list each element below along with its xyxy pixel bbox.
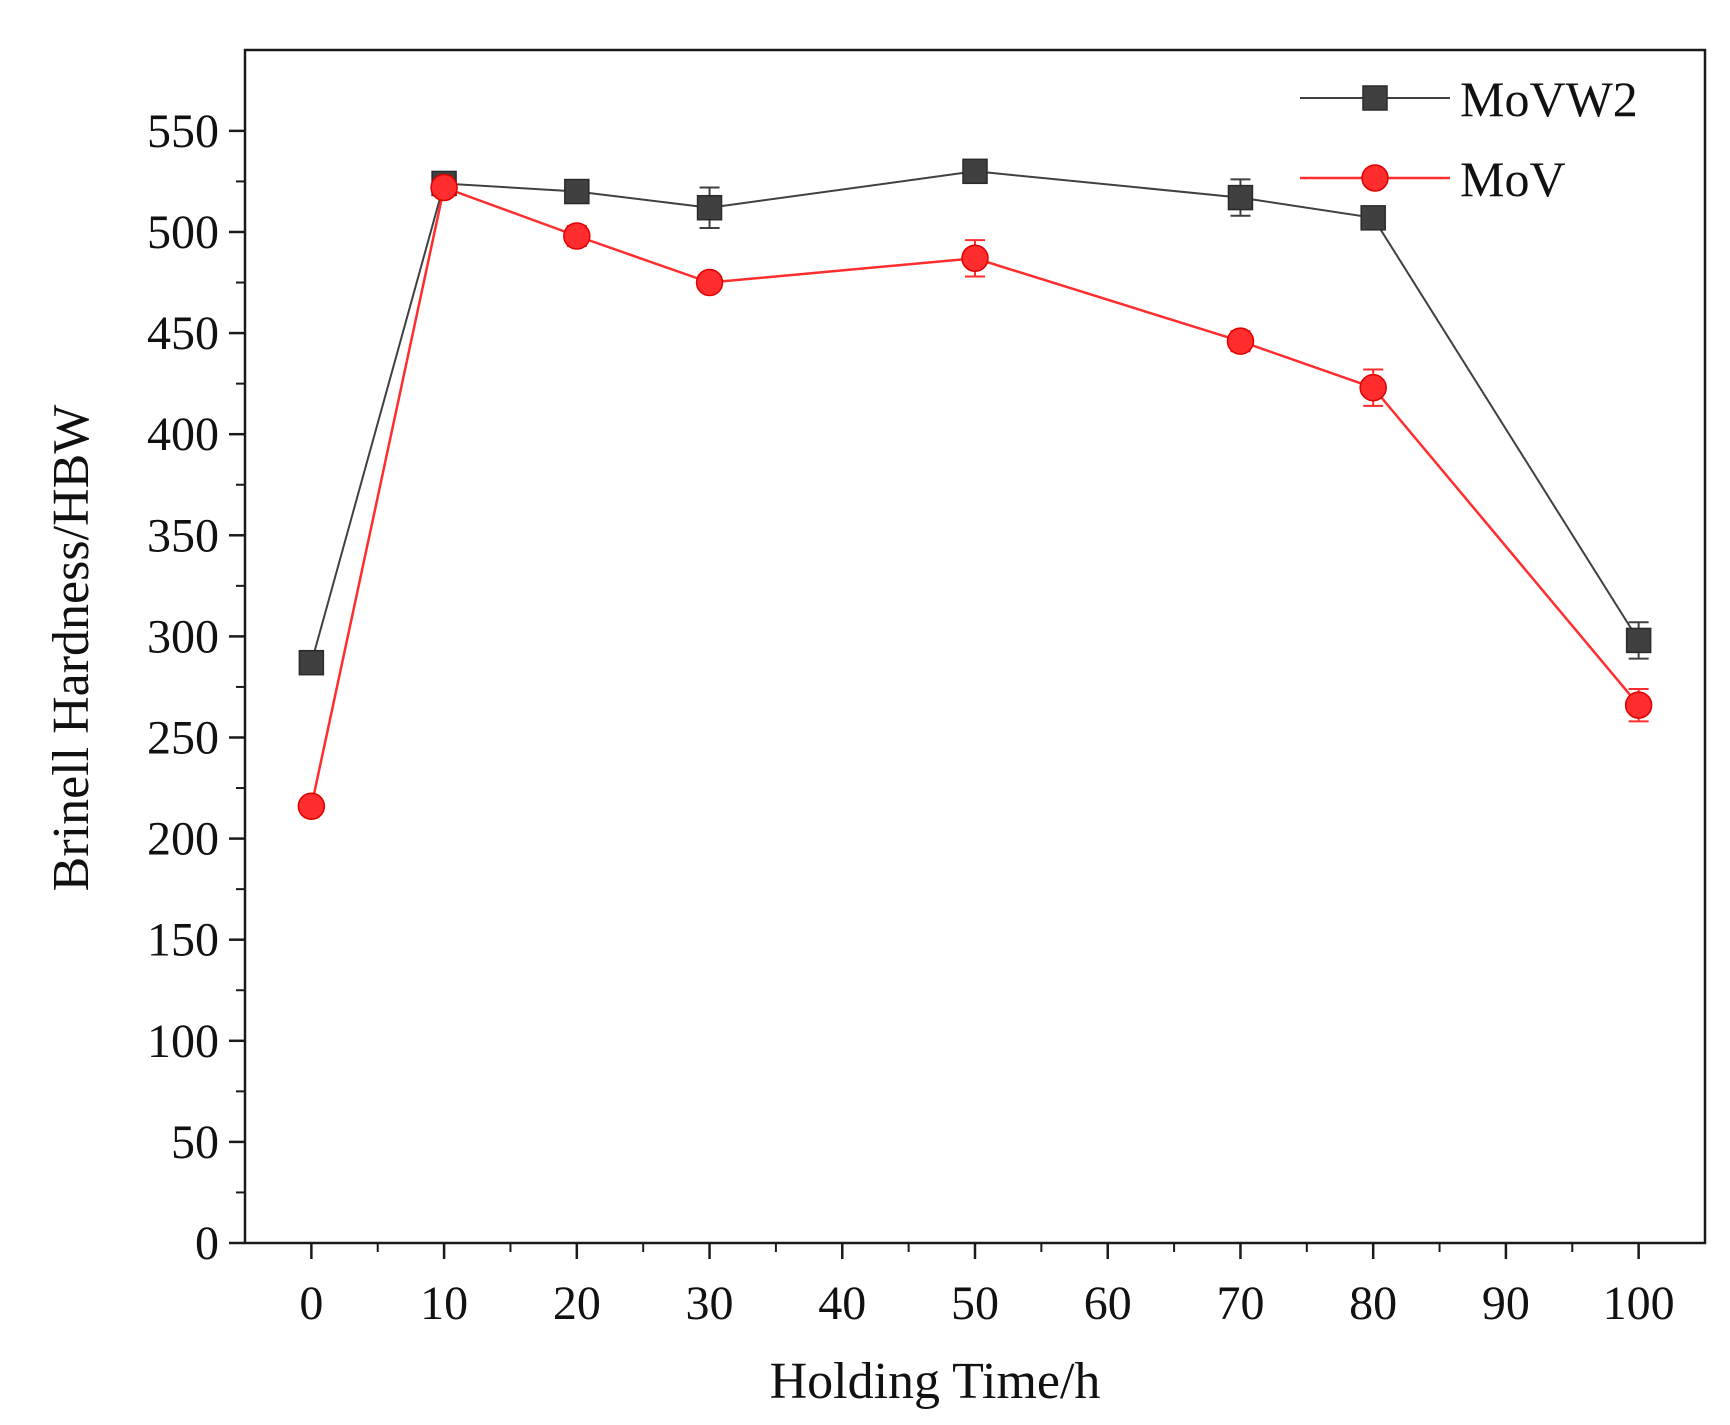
data-point-movw2: [1360, 205, 1386, 231]
data-point-movw2: [962, 158, 988, 185]
data-point-mov: [695, 268, 724, 297]
data-point-movw2: [696, 194, 723, 221]
y-tick-label: 500: [147, 206, 219, 259]
legend-label-movw2: MoVW2: [1460, 71, 1638, 127]
legend-label-mov: MoV: [1460, 151, 1566, 207]
x-tick-label: 100: [1603, 1277, 1675, 1330]
series-line-movw2: [310, 170, 1640, 663]
data-point-movw2: [1227, 184, 1254, 211]
y-tick-label: 0: [195, 1217, 219, 1270]
legend-marker-square-icon: [1362, 85, 1388, 111]
x-tick-label: 40: [818, 1277, 866, 1330]
data-point-mov: [1624, 691, 1653, 719]
axis-ticks: 0 10 20 30 40 50 60 70 80 90 100 0 50 100 150 200 250 300…: [147, 105, 1675, 1330]
y-axis-title: Brinell Hardness/HBW: [43, 405, 100, 892]
x-tick-label: 70: [1216, 1277, 1264, 1330]
x-tick-label: 30: [686, 1277, 734, 1330]
y-tick-label: 400: [147, 408, 219, 461]
data-point-mov: [1359, 373, 1387, 402]
data-point-mov: [297, 792, 326, 820]
y-tick-label: 250: [147, 711, 219, 764]
x-tick-label: 80: [1349, 1277, 1397, 1330]
y-tick-label: 150: [147, 914, 219, 967]
x-tick-label: 60: [1084, 1277, 1132, 1330]
y-tick-label: 200: [147, 813, 219, 866]
data-point-movw2: [564, 178, 590, 205]
x-tick-label: 50: [951, 1277, 999, 1330]
y-tick-label: 550: [147, 105, 219, 158]
x-axis-title: Holding Time/h: [770, 1353, 1101, 1410]
data-point-movw2: [298, 649, 325, 676]
plot-frame: [243, 48, 1707, 1245]
data-point-mov: [961, 244, 989, 273]
x-tick-label: 20: [553, 1277, 601, 1330]
x-tick-label: 10: [420, 1277, 468, 1330]
data-point-mov: [430, 173, 458, 202]
series-markers: [297, 158, 1653, 820]
legend-item-mov: MoV: [1300, 151, 1566, 207]
x-tick-label: 0: [299, 1277, 323, 1330]
data-point-mov: [1226, 327, 1255, 355]
legend-marker-circle-icon: [1361, 164, 1389, 192]
series-line-mov: [310, 185, 1640, 807]
y-tick-label: 450: [147, 307, 219, 360]
y-tick-label: 350: [147, 509, 219, 562]
y-tick-label: 100: [147, 1015, 219, 1068]
y-tick-label: 50: [171, 1116, 219, 1169]
x-tick-label: 90: [1482, 1277, 1530, 1330]
legend-item-movw2: MoVW2: [1300, 71, 1638, 127]
legend: MoVW2 MoV: [1300, 71, 1638, 207]
series-lines: [310, 170, 1640, 807]
data-point-mov: [563, 222, 591, 250]
data-point-movw2: [1625, 627, 1652, 654]
y-tick-label: 300: [147, 610, 219, 663]
